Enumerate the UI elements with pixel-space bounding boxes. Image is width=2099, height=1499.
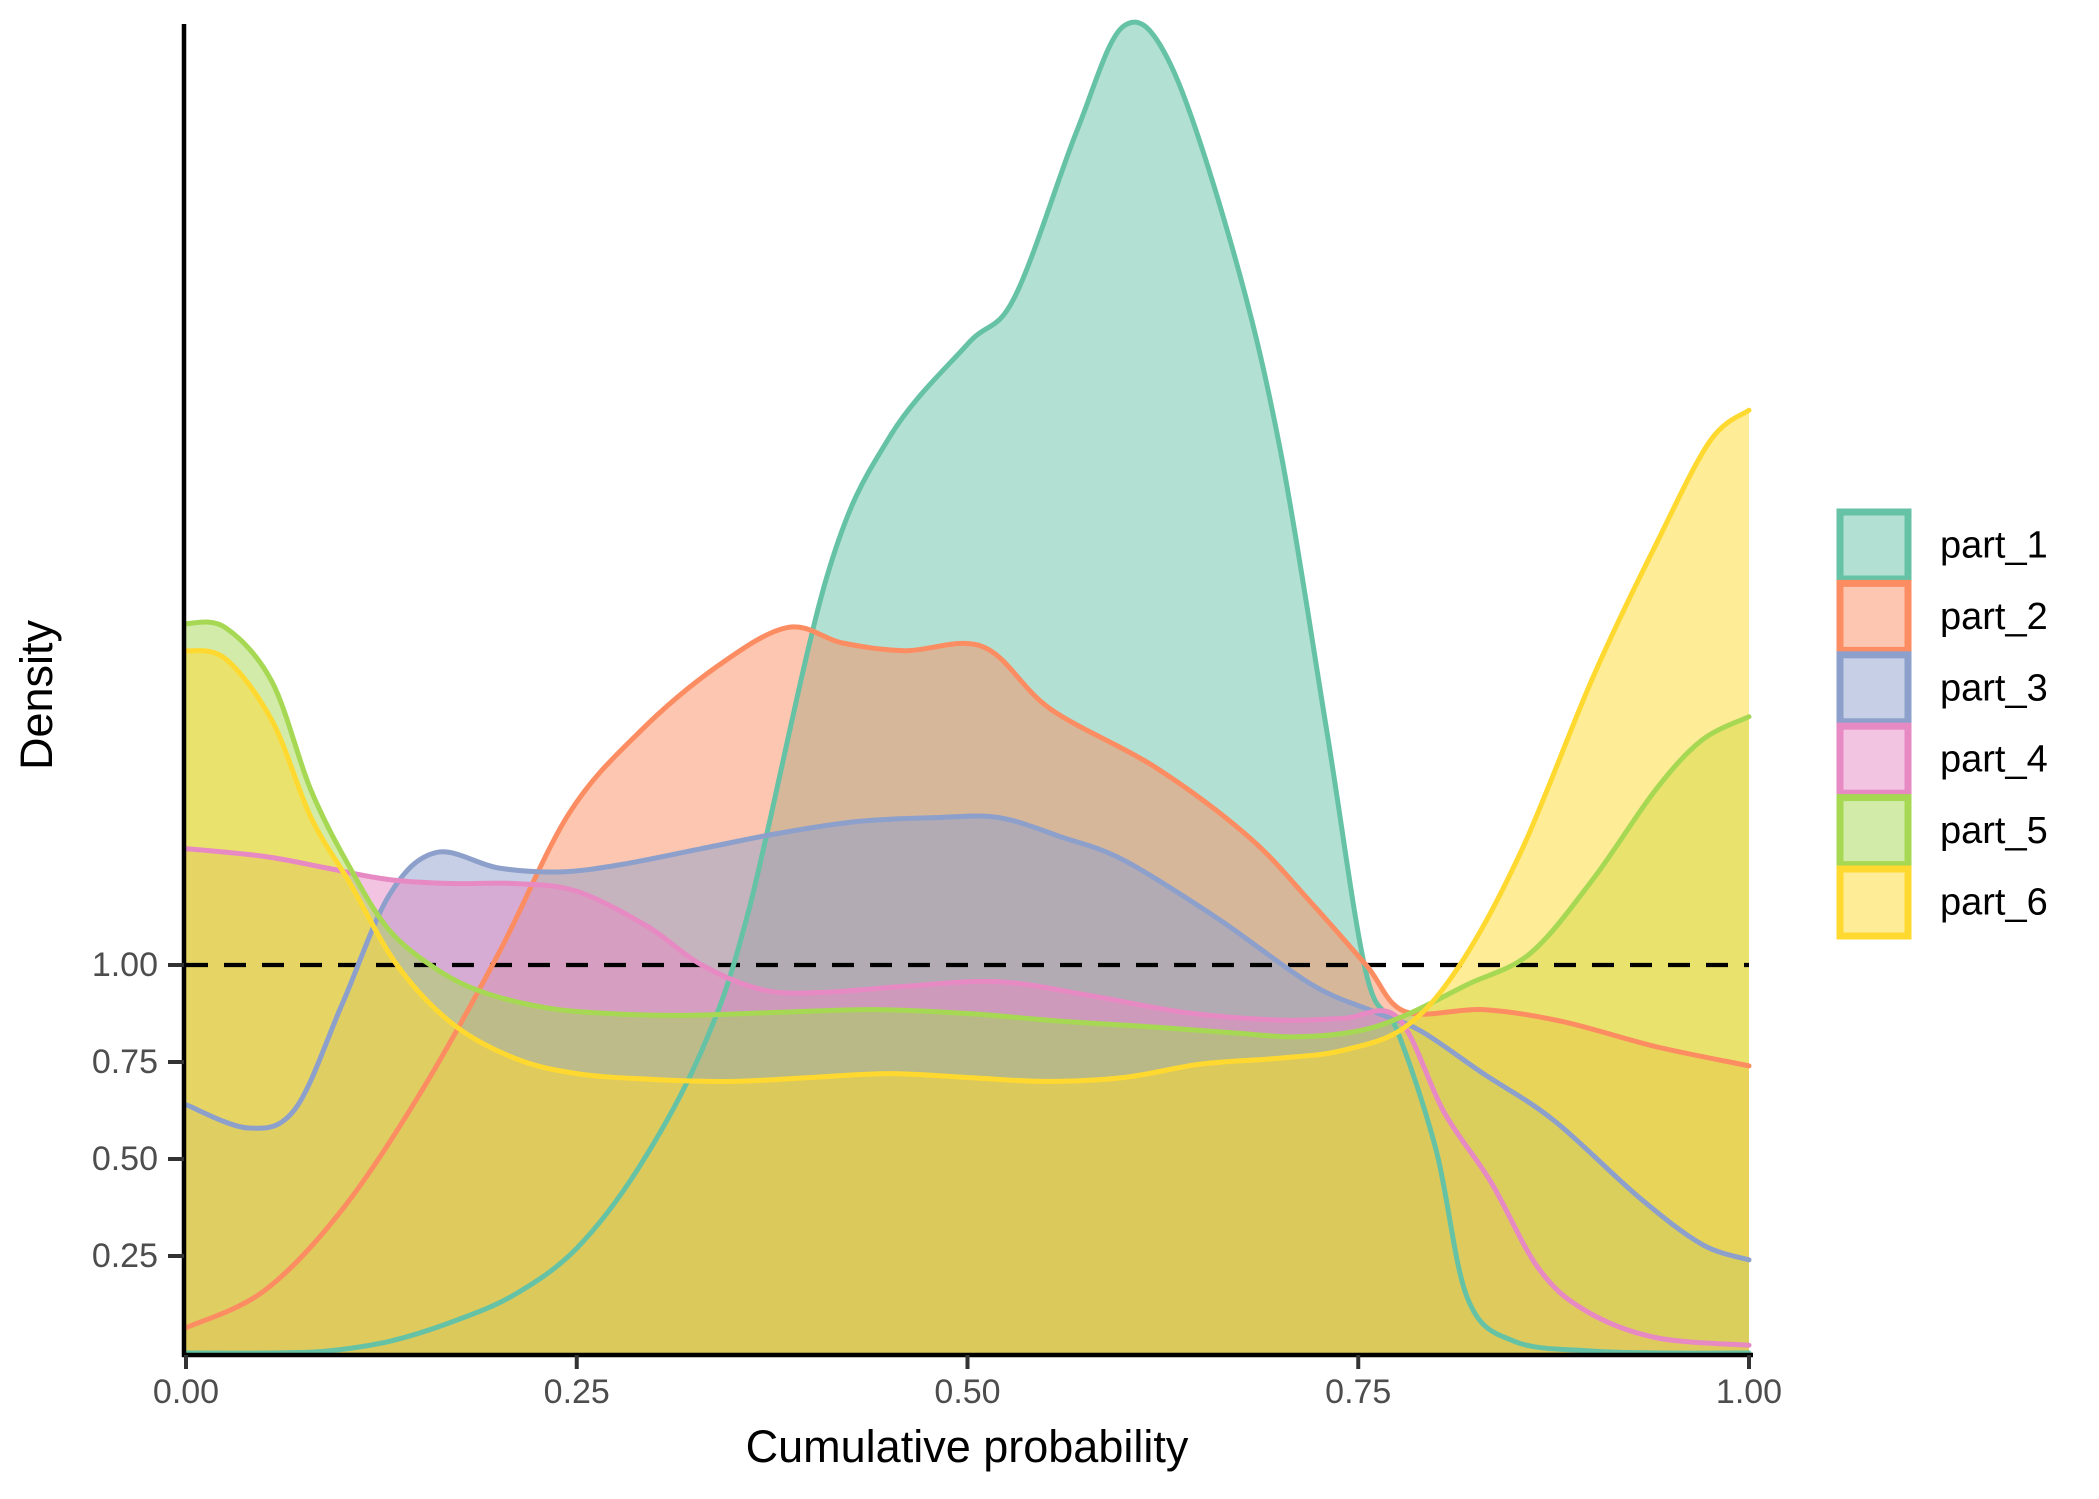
density-area-part_6	[186, 410, 1749, 1353]
legend-item: part_4	[1836, 722, 2048, 797]
density-line-part_1	[183, 19, 1752, 1356]
density-line-part_6	[183, 407, 1752, 1084]
density-line-layer	[183, 19, 1752, 1356]
y-tick-label: 0.25	[92, 1237, 158, 1275]
legend-item-label: part_3	[1940, 667, 2048, 709]
density-line-part_5	[183, 619, 1752, 1040]
y-tick-label: 1.00	[92, 946, 158, 984]
legend-key-swatch	[1836, 508, 1912, 583]
legend-item-label: part_1	[1940, 525, 2048, 567]
density-line-part_4	[183, 846, 1752, 1348]
y-axis-title: Density	[11, 619, 62, 770]
x-tick-label: 0.50	[934, 1373, 1000, 1411]
legend-key-swatch	[1836, 651, 1912, 726]
legend-key-swatch	[1836, 722, 1912, 797]
legend-key-swatch	[1836, 579, 1912, 654]
legend-key-swatch	[1836, 794, 1912, 869]
legend-item-label: part_4	[1940, 739, 2048, 781]
x-tick-label: 1.00	[1716, 1373, 1782, 1411]
x-tick-label: 0.00	[153, 1373, 219, 1411]
legend-item-label: part_6	[1940, 882, 2048, 924]
legend-item: part_3	[1836, 651, 2048, 726]
density-line-part_3	[183, 813, 1752, 1263]
legend-item: part_6	[1836, 865, 2048, 940]
x-tick-label: 0.75	[1325, 1373, 1391, 1411]
x-tick-label: 0.25	[544, 1373, 610, 1411]
density-fill-layer	[186, 22, 1749, 1354]
axes-layer: 0.00 0.25 0.50 0.75 1.00 0.25 0.50 0.75 1.00	[92, 24, 1782, 1411]
legend-item-label: part_2	[1940, 596, 2048, 638]
legend: part_1 part_2 part_3 part_4 part_5 part_6	[1836, 508, 2048, 940]
legend-item: part_1	[1836, 508, 2048, 583]
legend-item: part_2	[1836, 579, 2048, 654]
x-axis-title: Cumulative probability	[746, 1421, 1189, 1472]
y-tick-label: 0.50	[92, 1140, 158, 1178]
legend-key-swatch	[1836, 865, 1912, 940]
legend-item: part_5	[1836, 794, 2048, 869]
y-tick-label: 0.75	[92, 1043, 158, 1081]
density-line-part_2	[183, 624, 1752, 1331]
legend-item-label: part_5	[1940, 810, 2048, 852]
